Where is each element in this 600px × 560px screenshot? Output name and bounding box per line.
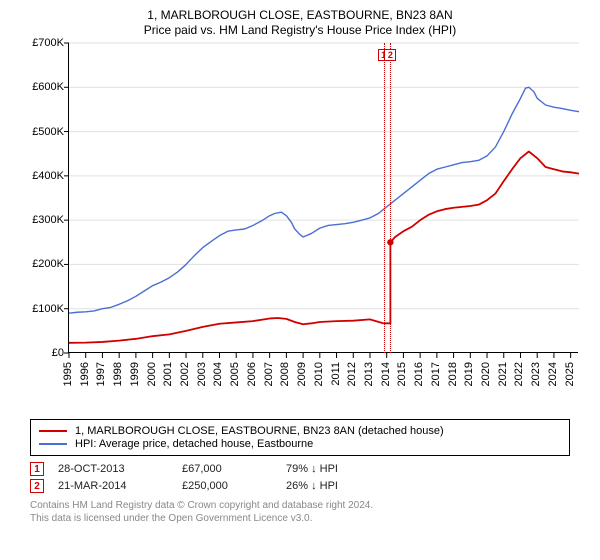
x-tick-label: 2003: [196, 362, 208, 386]
marker-badge: 2: [384, 49, 396, 61]
transaction-date: 21-MAR-2014: [58, 480, 168, 492]
transaction-badge: 1: [30, 462, 44, 476]
plot-area: 12: [68, 43, 578, 353]
x-tick-label: 2016: [413, 362, 425, 386]
legend: 1, MARLBOROUGH CLOSE, EASTBOURNE, BN23 8…: [30, 419, 570, 456]
x-tick-label: 2025: [564, 362, 576, 386]
transactions-table: 1 28-OCT-2013 £67,000 79% ↓ HPI 2 21-MAR-2014…: [30, 462, 570, 493]
y-tick-label: £0: [52, 347, 64, 359]
transaction-date: 28-OCT-2013: [58, 463, 168, 475]
chart-container: 1, MARLBOROUGH CLOSE, EASTBOURNE, BN23 8…: [0, 0, 600, 533]
x-axis: 1995199619971998199920002001200220032004…: [68, 356, 578, 411]
chart-area: £0£100K£200K£300K£400K£500K£600K£700K 12…: [20, 43, 580, 413]
x-tick-label: 1995: [62, 362, 74, 386]
x-tick-label: 2018: [447, 362, 459, 386]
x-tick-label: 2005: [229, 362, 241, 386]
x-tick-label: 2000: [146, 362, 158, 386]
x-tick-label: 1997: [95, 362, 107, 386]
chart-title-sub: Price paid vs. HM Land Registry's House …: [10, 23, 590, 37]
y-axis: £0£100K£200K£300K£400K£500K£600K£700K: [20, 43, 68, 353]
marker-vline: [384, 43, 385, 353]
x-tick-label: 2017: [430, 362, 442, 386]
x-tick-label: 1999: [129, 362, 141, 386]
x-tick-label: 2002: [179, 362, 191, 386]
x-tick-label: 2023: [530, 362, 542, 386]
x-tick-label: 2011: [330, 362, 342, 386]
y-tick-label: £400K: [32, 170, 64, 182]
legend-label: 1, MARLBOROUGH CLOSE, EASTBOURNE, BN23 8…: [75, 425, 444, 437]
legend-row: HPI: Average price, detached house, East…: [39, 438, 561, 450]
transaction-row: 2 21-MAR-2014 £250,000 26% ↓ HPI: [30, 479, 570, 493]
marker-vline: [390, 43, 391, 353]
x-tick-label: 2014: [380, 362, 392, 386]
x-tick-label: 2010: [313, 362, 325, 386]
footer-line2: This data is licensed under the Open Gov…: [30, 512, 570, 525]
x-tick-label: 2001: [162, 362, 174, 386]
chart-titles: 1, MARLBOROUGH CLOSE, EASTBOURNE, BN23 8…: [10, 8, 590, 37]
transaction-delta: 26% ↓ HPI: [286, 480, 406, 492]
x-tick-label: 2009: [296, 362, 308, 386]
transaction-delta: 79% ↓ HPI: [286, 463, 406, 475]
x-tick-label: 2007: [263, 362, 275, 386]
y-tick-label: £200K: [32, 258, 64, 270]
transaction-price: £250,000: [182, 480, 272, 492]
x-tick-label: 2022: [513, 362, 525, 386]
transaction-badge: 2: [30, 479, 44, 493]
legend-label: HPI: Average price, detached house, East…: [75, 438, 313, 450]
y-tick-label: £700K: [32, 37, 64, 49]
x-tick-label: 2004: [212, 362, 224, 386]
x-tick-label: 2012: [346, 362, 358, 386]
legend-row: 1, MARLBOROUGH CLOSE, EASTBOURNE, BN23 8…: [39, 425, 561, 437]
chart-title-address: 1, MARLBOROUGH CLOSE, EASTBOURNE, BN23 8…: [10, 8, 590, 22]
x-tick-label: 2019: [463, 362, 475, 386]
y-tick-label: £300K: [32, 214, 64, 226]
x-tick-label: 2024: [547, 362, 559, 386]
x-tick-label: 2020: [480, 362, 492, 386]
x-tick-label: 2006: [246, 362, 258, 386]
x-tick-label: 2013: [363, 362, 375, 386]
x-tick-label: 2015: [396, 362, 408, 386]
footer-attribution: Contains HM Land Registry data © Crown c…: [30, 499, 570, 525]
footer-line1: Contains HM Land Registry data © Crown c…: [30, 499, 570, 512]
x-tick-label: 2008: [279, 362, 291, 386]
y-tick-label: £100K: [32, 303, 64, 315]
plot-svg: [69, 43, 579, 353]
legend-swatch: [39, 443, 67, 445]
x-tick-label: 1998: [112, 362, 124, 386]
transaction-price: £67,000: [182, 463, 272, 475]
transaction-row: 1 28-OCT-2013 £67,000 79% ↓ HPI: [30, 462, 570, 476]
y-tick-label: £600K: [32, 81, 64, 93]
x-tick-label: 1996: [79, 362, 91, 386]
legend-swatch: [39, 430, 67, 432]
y-tick-label: £500K: [32, 126, 64, 138]
x-tick-label: 2021: [497, 362, 509, 386]
